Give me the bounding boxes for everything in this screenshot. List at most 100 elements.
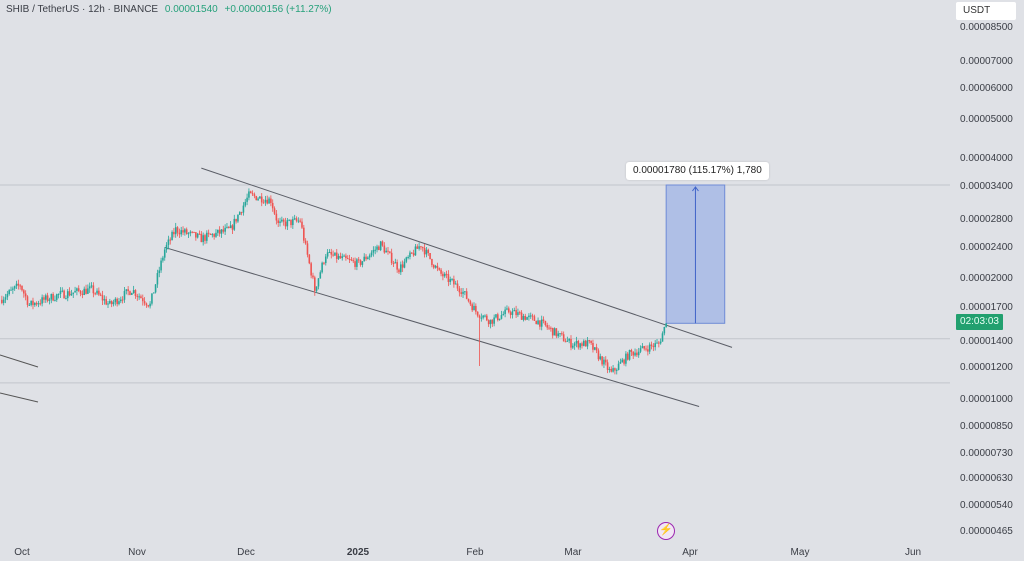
- candle-body: [229, 225, 232, 228]
- candle-body: [480, 317, 483, 319]
- candle-body: [647, 349, 649, 352]
- candle-body: [297, 220, 300, 222]
- candle-body: [249, 191, 252, 194]
- candle-body: [303, 227, 305, 241]
- candle-body: [163, 249, 166, 258]
- candle-body: [231, 225, 234, 230]
- candle-body: [557, 333, 559, 337]
- candle-body: [410, 252, 413, 254]
- y-axis-label: 0.00001700: [960, 302, 1013, 313]
- candle-body: [275, 213, 278, 221]
- candle-body: [187, 233, 190, 235]
- candle-body: [575, 340, 578, 344]
- candle-body: [604, 359, 607, 363]
- candle-body: [469, 301, 472, 305]
- candle-body: [396, 262, 398, 270]
- trend-line-fragment: [0, 392, 39, 403]
- candle-body: [584, 340, 587, 347]
- candle-body: [138, 296, 140, 298]
- candle-body: [498, 318, 501, 321]
- candle-body: [48, 299, 51, 301]
- candle-body: [74, 290, 76, 293]
- currency-button[interactable]: USDT: [956, 2, 1016, 20]
- candle-body: [619, 362, 622, 364]
- candle-body: [456, 283, 459, 289]
- candle-body: [198, 233, 201, 235]
- candle-body: [524, 316, 527, 320]
- candle-body: [390, 252, 393, 264]
- candle-body: [641, 346, 644, 349]
- candle-body: [121, 299, 124, 301]
- candle-body: [615, 369, 618, 371]
- y-axis-label: 0.00000630: [960, 473, 1013, 484]
- candle-body: [639, 348, 642, 352]
- candle-body: [542, 319, 545, 321]
- candle-body: [385, 250, 387, 253]
- candle-body: [548, 327, 550, 329]
- candle-body: [112, 302, 115, 305]
- candle-body: [1, 299, 3, 303]
- candle-body: [475, 305, 477, 312]
- candle-body: [345, 255, 347, 259]
- candle-body: [341, 256, 344, 259]
- candle-body: [473, 305, 475, 311]
- candle-body: [87, 288, 89, 294]
- y-axis-label: 0.00002400: [960, 242, 1013, 253]
- candle-body: [224, 227, 226, 232]
- candle-body: [648, 344, 651, 352]
- lightning-icon[interactable]: ⚡: [657, 522, 675, 540]
- candle-body: [268, 198, 270, 204]
- candle-body: [88, 286, 91, 289]
- candle-body: [68, 291, 71, 296]
- candle-body: [626, 353, 629, 360]
- candle-body: [451, 278, 453, 280]
- candle-body: [277, 220, 279, 223]
- candle-body: [206, 232, 208, 241]
- candle-body: [486, 315, 488, 321]
- y-axis-label: 0.00007000: [960, 56, 1013, 67]
- candle-body: [643, 346, 645, 349]
- candle-body: [324, 256, 327, 264]
- x-axis-label: Jun: [905, 547, 921, 558]
- candle-body: [182, 230, 184, 233]
- candle-body: [8, 290, 10, 294]
- candle-body: [447, 274, 450, 282]
- candle-body: [544, 320, 547, 326]
- candle-body: [346, 258, 349, 260]
- candle-body: [103, 299, 106, 301]
- candle-body: [630, 349, 633, 352]
- candle-body: [509, 312, 512, 315]
- candle-body: [15, 283, 18, 287]
- candle-body: [165, 244, 168, 250]
- candle-body: [522, 316, 525, 320]
- candle-body: [141, 298, 144, 302]
- candle-body: [528, 315, 530, 318]
- candle-body: [379, 241, 382, 251]
- candle-body: [453, 278, 455, 285]
- candle-body: [323, 262, 325, 264]
- candle-body: [658, 342, 660, 344]
- candle-body: [171, 231, 173, 241]
- candle-body: [555, 328, 558, 337]
- candle-body: [330, 251, 333, 255]
- candle-body: [154, 284, 157, 293]
- candle-body: [502, 314, 505, 316]
- candle-body: [98, 290, 100, 295]
- candle-body: [650, 344, 653, 346]
- y-axis-label: 0.00006000: [960, 83, 1013, 94]
- candle-body: [270, 198, 272, 203]
- candle-body: [445, 273, 448, 275]
- candle-body: [332, 254, 334, 256]
- candle-body: [134, 290, 137, 296]
- candle-body: [665, 323, 667, 327]
- candle-body: [259, 196, 261, 199]
- measure-label: 0.00001780 (115.17%) 1,780: [626, 162, 769, 180]
- candle-body: [381, 241, 384, 246]
- candle-body: [185, 229, 188, 234]
- candle-body: [573, 343, 576, 346]
- candle-body: [226, 226, 228, 228]
- candle-body: [35, 302, 38, 305]
- candle-body: [55, 294, 58, 300]
- candle-body: [561, 333, 563, 335]
